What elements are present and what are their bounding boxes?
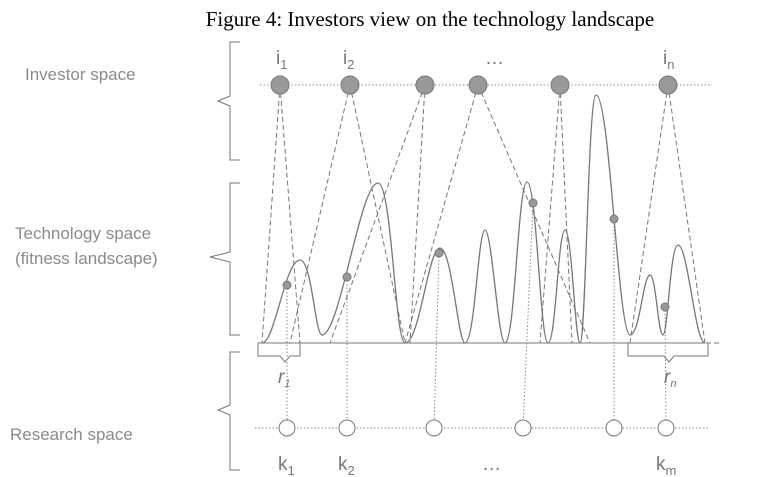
label-part: k: [656, 454, 666, 475]
label-part: i: [663, 48, 667, 69]
label-part: n: [670, 378, 676, 390]
label-part: i: [343, 48, 347, 69]
investor-label: in: [663, 48, 674, 72]
technology-space-label: (fitness landscape): [15, 249, 158, 268]
investor-label: i1: [276, 48, 287, 72]
range-label: r1: [278, 367, 290, 390]
research-label: km: [656, 454, 676, 477]
label-part: 1: [288, 463, 295, 477]
investor-nodes: [270, 75, 678, 95]
research-space-label: Research space: [10, 425, 133, 444]
range-label: rn: [664, 367, 676, 390]
label-part: n: [667, 57, 674, 72]
research-label: k2: [338, 454, 355, 477]
investor-space-label: Investor space: [25, 65, 136, 84]
figure-title: Figure 4: Investors view on the technolo…: [206, 7, 654, 31]
label-part: 1: [284, 378, 290, 390]
investor-projections: [261, 84, 706, 344]
label-part: …: [482, 454, 501, 475]
braces: [209, 41, 709, 471]
research-label: k1: [278, 454, 295, 477]
guide-lines: [255, 84, 720, 429]
label-part: r: [278, 367, 285, 388]
label-part: k: [338, 454, 348, 475]
label-part: m: [666, 463, 677, 477]
technology-space-label: Technology space: [15, 224, 151, 243]
research-projections: [286, 202, 667, 429]
label-part: i: [276, 48, 280, 69]
research-label: …: [482, 454, 501, 475]
label-part: …: [485, 48, 504, 69]
fitness-landscape: [261, 94, 706, 344]
investor-label: …: [485, 48, 504, 69]
research-nodes: [278, 419, 675, 437]
label-part: r: [664, 367, 671, 388]
label-part: 2: [348, 463, 355, 477]
landscape-points: [282, 198, 670, 312]
investor-label: i2: [343, 48, 354, 72]
label-part: 1: [280, 57, 287, 72]
label-part: k: [278, 454, 288, 475]
label-part: 2: [347, 57, 354, 72]
